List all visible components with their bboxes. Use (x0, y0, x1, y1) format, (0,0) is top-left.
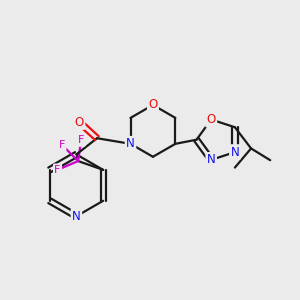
Text: N: N (207, 153, 215, 167)
Text: F: F (78, 135, 84, 146)
Text: N: N (230, 146, 239, 159)
Text: F: F (59, 140, 65, 150)
Text: O: O (148, 98, 158, 111)
Text: N: N (72, 210, 81, 223)
Text: F: F (54, 165, 61, 175)
Text: O: O (75, 116, 84, 128)
Text: N: N (126, 137, 135, 150)
Text: O: O (206, 113, 216, 126)
